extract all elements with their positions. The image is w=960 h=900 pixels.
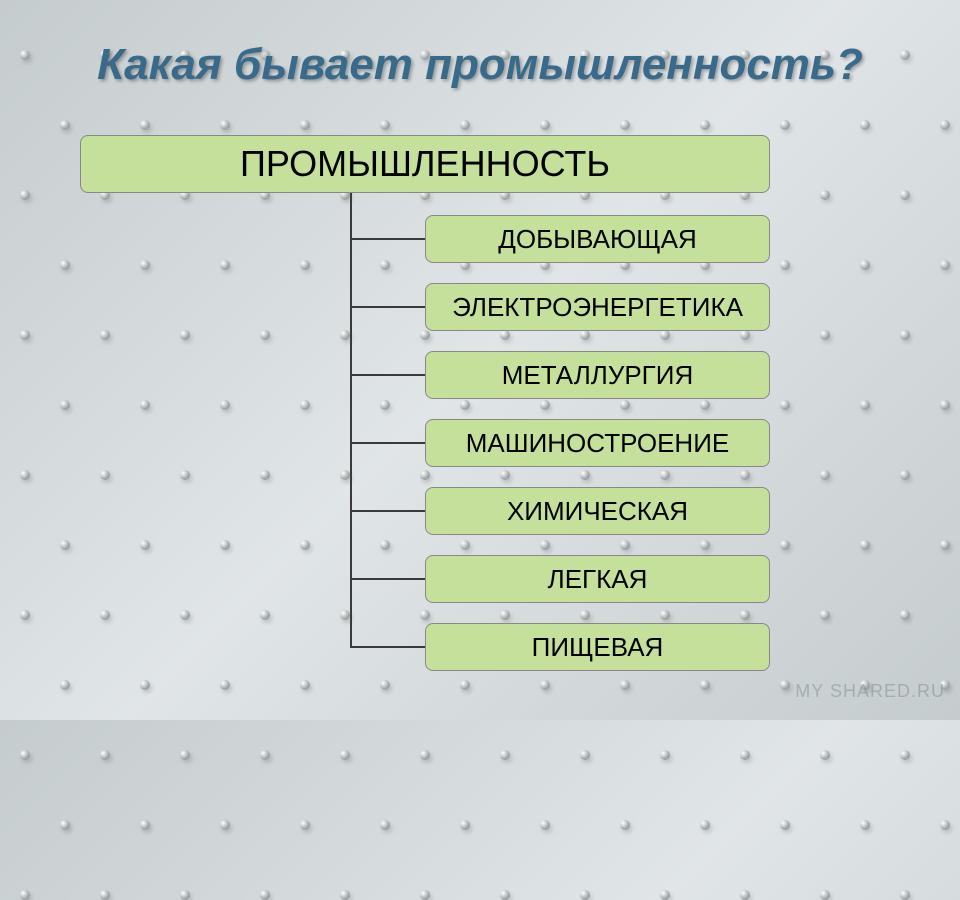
root-node: ПРОМЫШЛЕННОСТЬ [80, 135, 770, 193]
child-node: ЛЕГКАЯ [425, 555, 770, 603]
child-node: ДОБЫВАЮЩАЯ [425, 215, 770, 263]
child-node-label: МЕТАЛЛУРГИЯ [502, 360, 693, 391]
connector-horizontal [350, 578, 425, 580]
content-layer: Какая бывает промышленность? ПРОМЫШЛЕННО… [0, 0, 960, 720]
connector-horizontal [350, 646, 425, 648]
child-node-label: МАШИНОСТРОЕНИЕ [466, 428, 729, 459]
child-node-label: ПИЩЕВАЯ [532, 632, 664, 663]
watermark: MY SHARED.RU [795, 681, 945, 702]
connector-horizontal [350, 306, 425, 308]
connector-horizontal [350, 510, 425, 512]
child-node-label: ХИМИЧЕСКАЯ [507, 496, 688, 527]
child-node-label: ДОБЫВАЮЩАЯ [498, 224, 697, 255]
connector-horizontal [350, 442, 425, 444]
child-node-label: ЛЕГКАЯ [548, 564, 648, 595]
child-node: ХИМИЧЕСКАЯ [425, 487, 770, 535]
child-node: ПИЩЕВАЯ [425, 623, 770, 671]
root-node-label: ПРОМЫШЛЕННОСТЬ [240, 143, 610, 185]
child-node: ЭЛЕКТРОЭНЕРГЕТИКА [425, 283, 770, 331]
child-node: МЕТАЛЛУРГИЯ [425, 351, 770, 399]
connector-horizontal [350, 238, 425, 240]
connector-horizontal [350, 374, 425, 376]
page-title: Какая бывает промышленность? [97, 40, 863, 90]
child-node: МАШИНОСТРОЕНИЕ [425, 419, 770, 467]
child-node-label: ЭЛЕКТРОЭНЕРГЕТИКА [452, 292, 743, 323]
